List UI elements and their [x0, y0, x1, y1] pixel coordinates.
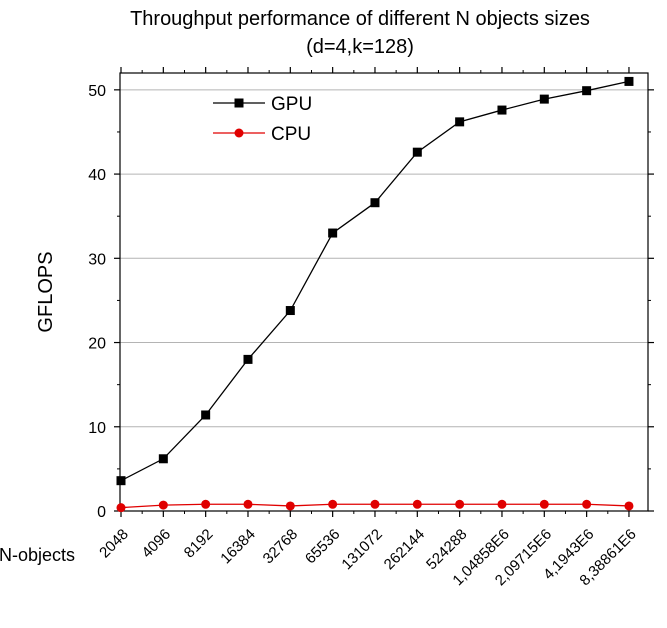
legend-marker [234, 98, 244, 108]
x-tick-label: 2048 [96, 526, 132, 562]
series-gpu [116, 76, 634, 486]
y-tick-label: 20 [88, 336, 106, 353]
x-tick-label: 131072 [338, 526, 385, 573]
legend-label: CPU [271, 124, 311, 145]
y-tick-label: 40 [88, 167, 106, 184]
x-tick-label: 4096 [139, 526, 175, 562]
data-point [116, 476, 126, 486]
data-point [285, 501, 295, 511]
data-point [582, 86, 592, 96]
data-point [370, 499, 380, 509]
data-point [201, 499, 211, 509]
data-point [539, 499, 549, 509]
data-point [455, 117, 465, 127]
series-cpu [116, 499, 634, 513]
legend-marker [234, 128, 244, 138]
x-tick-label: 8192 [181, 526, 217, 562]
chart-subtitle: (d=4,k=128) [306, 36, 414, 58]
data-point [201, 410, 211, 420]
data-point [370, 198, 380, 208]
data-point [497, 499, 507, 509]
y-tick-label: 50 [88, 83, 106, 100]
x-tick-label: 262144 [381, 526, 428, 573]
data-point [328, 228, 338, 238]
data-point [158, 500, 168, 510]
legend: GPU CPU [213, 94, 312, 145]
data-point [285, 306, 295, 316]
data-point [243, 354, 253, 364]
y-tick-label: 30 [88, 251, 106, 268]
data-point [328, 499, 338, 509]
chart-title: Throughput performance of different N ob… [130, 8, 590, 30]
x-tick-label: 16384 [217, 526, 259, 568]
data-point [582, 499, 592, 509]
data-point [539, 94, 549, 104]
data-point [243, 499, 253, 509]
data-point [624, 76, 634, 86]
plot-frame [119, 72, 649, 512]
data-point [116, 503, 126, 513]
data-point [455, 499, 465, 509]
data-point [158, 454, 168, 464]
data-point [412, 147, 422, 157]
series-line [120, 80, 630, 482]
x-axis-label: N-objects [0, 545, 75, 565]
y-tick-label: 10 [88, 420, 106, 437]
y-tick-label: 0 [97, 504, 106, 521]
data-point [497, 105, 507, 115]
data-point [624, 501, 634, 511]
y-axis-label: GFLOPS [35, 251, 57, 332]
legend-label: GPU [271, 94, 312, 115]
x-tick-label: 32768 [260, 526, 302, 568]
data-point [412, 499, 422, 509]
